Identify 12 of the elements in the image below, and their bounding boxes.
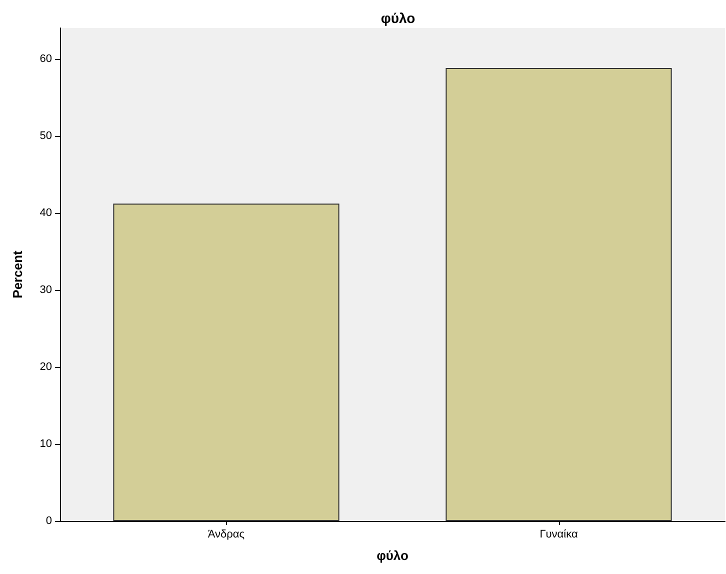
x-tick-label: Γυναίκα: [540, 528, 578, 540]
y-tick-label: 20: [40, 360, 52, 373]
x-tick-label: Άνδρας: [208, 528, 245, 540]
y-axis-title: Percent: [10, 250, 25, 298]
chart-title: φύλο: [380, 10, 416, 26]
y-tick-label: 0: [46, 515, 52, 527]
y-tick-label: 10: [40, 438, 52, 450]
y-tick-label: 40: [40, 206, 52, 219]
y-tick-label: 50: [40, 130, 52, 142]
y-tick-label: 60: [40, 52, 52, 65]
x-axis-title: φύλο: [376, 548, 408, 563]
y-tick-label: 30: [40, 284, 52, 296]
